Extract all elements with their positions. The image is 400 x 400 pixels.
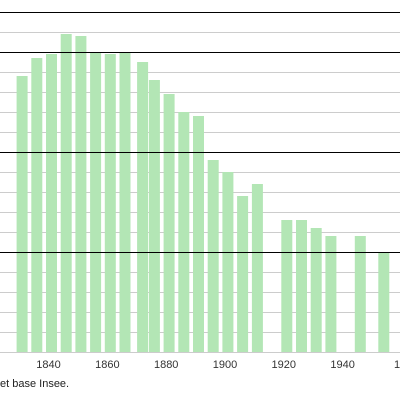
bar-1841 bbox=[46, 54, 57, 352]
bar-1846 bbox=[60, 34, 72, 352]
bar-1901 bbox=[222, 172, 234, 352]
bar-1856 bbox=[90, 52, 102, 352]
x-tick-label-0: 1840 bbox=[36, 359, 60, 371]
bars bbox=[16, 34, 390, 352]
bar-1926 bbox=[296, 220, 307, 352]
bar-1906 bbox=[237, 196, 249, 352]
x-tick-label-6: 1 bbox=[394, 359, 400, 371]
x-tick-label-1: 1860 bbox=[95, 359, 119, 371]
bar-1931 bbox=[310, 228, 322, 352]
bar-1921 bbox=[281, 220, 293, 352]
bar-1946 bbox=[354, 236, 366, 352]
bar-1911 bbox=[251, 184, 263, 352]
bar-1876 bbox=[148, 80, 160, 352]
bar-1836 bbox=[31, 58, 43, 352]
bar-1866 bbox=[119, 52, 131, 352]
bar-1831 bbox=[16, 76, 28, 352]
bar-1851 bbox=[75, 36, 87, 352]
bar-1896 bbox=[207, 160, 219, 352]
source-note: et base Insee. bbox=[0, 378, 69, 390]
major-gridlines bbox=[0, 12, 400, 253]
bar-1872 bbox=[137, 62, 149, 352]
bar-1936 bbox=[325, 236, 337, 352]
bar-1861 bbox=[104, 54, 116, 352]
bar-1954 bbox=[378, 252, 390, 352]
bar-1891 bbox=[193, 116, 204, 352]
bar-1881 bbox=[163, 94, 175, 352]
x-tick-label-2: 1880 bbox=[154, 359, 178, 371]
x-tick-label-3: 1900 bbox=[213, 359, 237, 371]
x-tick-label-4: 1920 bbox=[272, 359, 296, 371]
x-tick-label-5: 1940 bbox=[330, 359, 354, 371]
bar-1886 bbox=[178, 112, 190, 352]
x-axis-tick-labels: 1840 1860 1880 1900 1920 1940 1 bbox=[36, 359, 400, 371]
